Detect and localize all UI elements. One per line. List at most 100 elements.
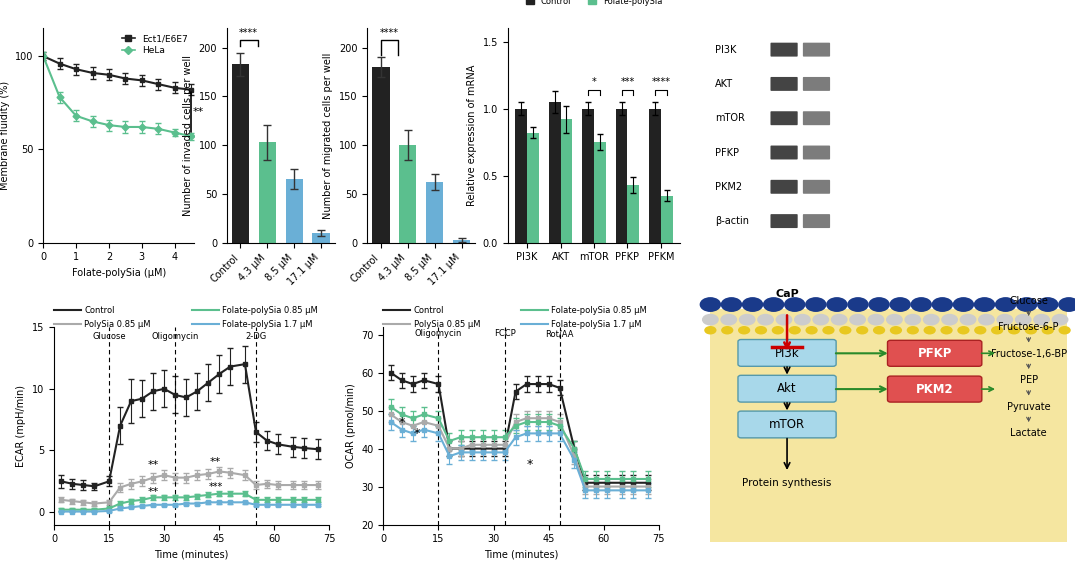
Circle shape — [886, 314, 903, 325]
FancyBboxPatch shape — [770, 77, 798, 91]
FancyBboxPatch shape — [770, 111, 798, 125]
Circle shape — [822, 326, 835, 334]
FancyBboxPatch shape — [770, 146, 798, 160]
Text: PolySia 0.85 μM: PolySia 0.85 μM — [414, 320, 481, 329]
Text: mTOR: mTOR — [715, 113, 745, 123]
Text: Control: Control — [414, 306, 444, 315]
Text: PI3k: PI3k — [774, 346, 799, 359]
Text: ****: **** — [651, 77, 671, 87]
Bar — [453, 240, 470, 243]
Circle shape — [991, 326, 1003, 334]
Y-axis label: Membrane fluidity (%): Membrane fluidity (%) — [0, 81, 10, 190]
Circle shape — [1016, 297, 1038, 312]
Circle shape — [932, 297, 953, 312]
FancyBboxPatch shape — [738, 411, 836, 438]
Circle shape — [978, 314, 995, 325]
Bar — [426, 182, 444, 243]
Text: PI3K: PI3K — [715, 45, 737, 55]
Bar — [285, 179, 303, 243]
Text: **: ** — [148, 487, 159, 497]
Text: PFKP: PFKP — [715, 148, 740, 157]
FancyBboxPatch shape — [738, 340, 836, 366]
Bar — [661, 196, 673, 243]
Text: Folate-polySia 1.7 μM: Folate-polySia 1.7 μM — [551, 320, 642, 329]
Text: Control: Control — [84, 306, 114, 315]
Text: PFKP: PFKP — [918, 347, 951, 360]
Circle shape — [775, 314, 793, 325]
Circle shape — [904, 314, 921, 325]
Circle shape — [849, 314, 866, 325]
Text: Folate-polySia 1.7 μM: Folate-polySia 1.7 μM — [222, 320, 312, 329]
X-axis label: Time (minutes): Time (minutes) — [154, 550, 229, 560]
Text: CaP: CaP — [775, 289, 799, 299]
Text: *: * — [399, 416, 405, 429]
Bar — [258, 142, 276, 243]
Text: PKM2: PKM2 — [916, 382, 954, 395]
Circle shape — [890, 297, 910, 312]
Text: PEP: PEP — [1020, 375, 1038, 385]
FancyBboxPatch shape — [770, 180, 798, 194]
Bar — [549, 102, 561, 243]
Bar — [527, 133, 539, 243]
Circle shape — [941, 326, 953, 334]
Circle shape — [739, 314, 756, 325]
Text: Lactate: Lactate — [1010, 428, 1047, 438]
Circle shape — [907, 326, 919, 334]
Text: *: * — [527, 457, 534, 470]
Circle shape — [721, 326, 733, 334]
Circle shape — [974, 297, 996, 312]
FancyBboxPatch shape — [802, 43, 831, 56]
Bar — [582, 109, 594, 243]
Y-axis label: OCAR (pmol/min): OCAR (pmol/min) — [346, 384, 355, 468]
Y-axis label: Number of invaded cells per well: Number of invaded cells per well — [183, 55, 193, 216]
Text: PKM2: PKM2 — [715, 182, 743, 192]
Bar — [312, 233, 329, 243]
Bar — [649, 109, 661, 243]
Text: FCCP: FCCP — [494, 329, 515, 338]
Text: 2-DG: 2-DG — [245, 332, 267, 341]
Circle shape — [1058, 297, 1080, 312]
Y-axis label: Number of migrated cells per well: Number of migrated cells per well — [323, 52, 334, 218]
FancyBboxPatch shape — [802, 146, 831, 160]
Circle shape — [757, 314, 774, 325]
Circle shape — [867, 314, 885, 325]
Circle shape — [1041, 326, 1054, 334]
Text: Pyruvate: Pyruvate — [1007, 402, 1051, 412]
Text: **: ** — [192, 107, 204, 117]
Text: AKT: AKT — [715, 79, 733, 89]
Circle shape — [772, 326, 784, 334]
Bar — [232, 64, 249, 243]
Circle shape — [941, 314, 958, 325]
Circle shape — [890, 326, 902, 334]
Circle shape — [873, 326, 886, 334]
Circle shape — [1008, 326, 1021, 334]
Text: Folate-polySia 0.85 μM: Folate-polySia 0.85 μM — [551, 306, 647, 315]
Circle shape — [738, 326, 751, 334]
Bar — [399, 145, 417, 243]
Circle shape — [1052, 314, 1068, 325]
Circle shape — [1058, 326, 1070, 334]
Text: ****: **** — [239, 28, 258, 38]
Circle shape — [700, 297, 721, 312]
Y-axis label: ECAR (mpH/min): ECAR (mpH/min) — [16, 385, 26, 467]
Legend: Control, Folate-polySia: Control, Folate-polySia — [523, 0, 665, 10]
Text: Glucose: Glucose — [92, 332, 126, 341]
Text: *: * — [414, 427, 419, 440]
Bar — [561, 120, 572, 243]
Circle shape — [788, 326, 801, 334]
Circle shape — [806, 326, 818, 334]
Circle shape — [957, 326, 970, 334]
Text: mTOR: mTOR — [769, 418, 805, 431]
Circle shape — [953, 297, 974, 312]
Text: **: ** — [148, 460, 159, 470]
Circle shape — [868, 297, 890, 312]
FancyBboxPatch shape — [802, 180, 831, 194]
Bar — [627, 185, 639, 243]
FancyBboxPatch shape — [802, 214, 831, 228]
Circle shape — [831, 314, 848, 325]
Text: *: * — [592, 77, 596, 87]
Text: **: ** — [210, 457, 221, 468]
FancyBboxPatch shape — [802, 111, 831, 125]
Circle shape — [720, 314, 738, 325]
Circle shape — [847, 297, 868, 312]
